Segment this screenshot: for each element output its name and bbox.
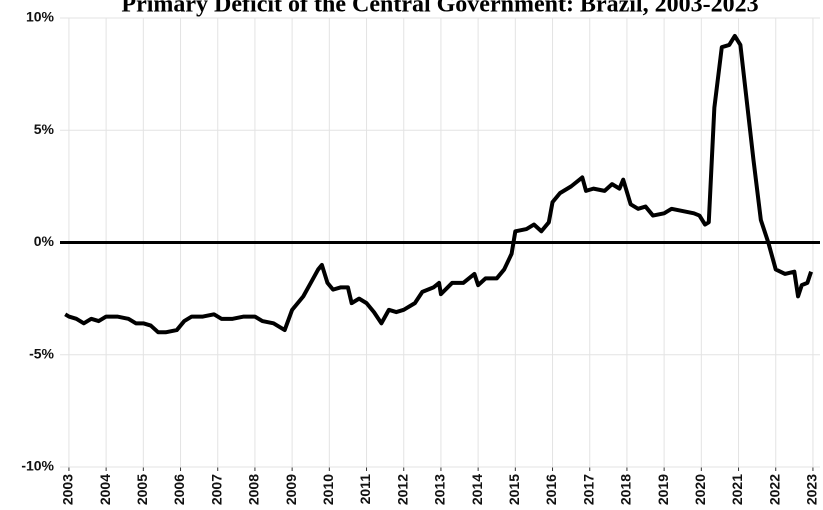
x-tick-label: 2017 xyxy=(580,474,596,505)
y-tick-label: -10% xyxy=(21,458,54,474)
x-tick-label: 2007 xyxy=(208,474,224,505)
x-tick-label: 2005 xyxy=(134,474,150,505)
x-tick-label: 2016 xyxy=(543,474,559,505)
y-tick-label: 10% xyxy=(26,9,55,25)
chart-title: Primary Deficit of the Central Governmen… xyxy=(121,0,758,18)
x-tick-label: 2014 xyxy=(469,474,485,505)
x-tick-label: 2015 xyxy=(506,474,522,505)
x-tick-label: 2010 xyxy=(320,474,336,505)
x-tick-label: 2004 xyxy=(97,474,113,505)
x-tick-label: 2009 xyxy=(283,474,299,505)
x-tick-label: 2022 xyxy=(766,474,782,505)
x-tick-label: 2003 xyxy=(60,474,76,505)
x-tick-label: 2011 xyxy=(357,474,373,505)
x-tick-label: 2006 xyxy=(171,474,187,505)
x-tick-label: 2018 xyxy=(618,474,634,505)
x-tick-label: 2020 xyxy=(692,474,708,505)
y-tick-label: 0% xyxy=(34,233,55,249)
x-tick-label: 2012 xyxy=(394,474,410,505)
x-tick-label: 2008 xyxy=(246,474,262,505)
x-tick-label: 2021 xyxy=(729,474,745,505)
data-line xyxy=(64,33,813,335)
x-tick-label: 2013 xyxy=(432,474,448,505)
x-tick-label: 2023 xyxy=(804,474,820,505)
x-tick-label: 2019 xyxy=(655,474,671,505)
y-tick-label: 5% xyxy=(34,121,55,137)
y-tick-label: -5% xyxy=(29,345,54,361)
